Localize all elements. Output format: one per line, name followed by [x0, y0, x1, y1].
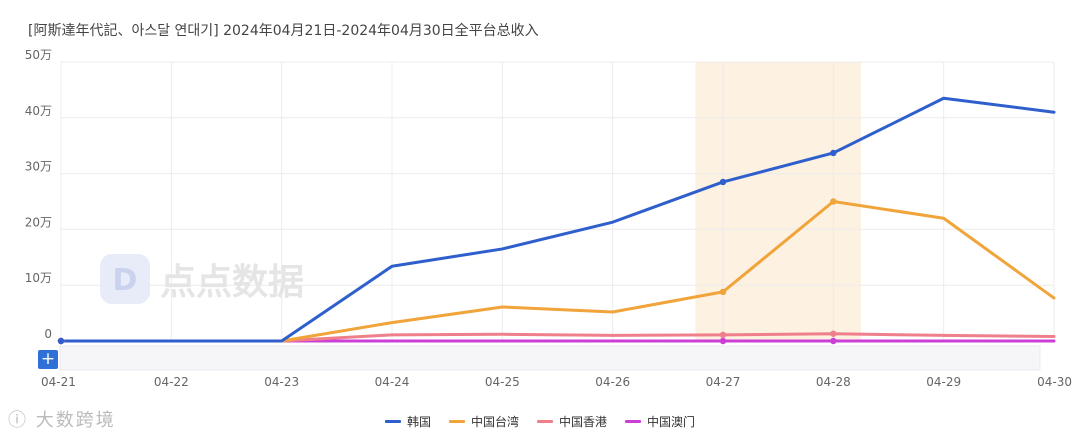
x-tick-label: 04-29 [926, 375, 961, 389]
data-point [830, 337, 837, 345]
y-tick-label: 50万 [25, 48, 52, 62]
watermark-logo-icon: D [100, 254, 150, 304]
watermark-text: 点点数据 [160, 262, 304, 303]
legend-swatch [384, 420, 401, 423]
brand-watermark-icon: ⓘ [8, 410, 28, 431]
data-point [719, 337, 727, 345]
legend-item[interactable]: 中国台湾 [448, 413, 519, 430]
legend-swatch [625, 420, 642, 423]
legend-label: 韩国 [406, 415, 431, 429]
x-tick-label: 04-23 [264, 375, 299, 389]
legend-item[interactable]: 中国香港 [537, 413, 607, 430]
brand-watermark-text: 大数跨境 [35, 410, 116, 431]
data-point [830, 149, 837, 157]
zoom-slider-track[interactable] [59, 345, 1041, 371]
series-line [59, 96, 1056, 343]
legend-swatch [537, 420, 553, 423]
legend-item[interactable]: 中国澳门 [625, 413, 695, 430]
x-tick-label: 04-28 [816, 375, 851, 389]
x-tick-label: 04-24 [375, 375, 410, 389]
y-tick-label: 10万 [25, 271, 52, 285]
x-tick-label: 04-22 [154, 375, 189, 389]
legend-label: 中国台湾 [470, 415, 519, 429]
legend-item[interactable]: 韩国 [384, 413, 431, 430]
line-chart: D 点点数据 0 10万 20万 30万 40万 50万 04-21 04-22 04-23 04… [25, 48, 1072, 389]
brand-watermark: ⓘ 大数跨境 [8, 406, 116, 432]
y-tick-label: 30万 [25, 160, 52, 174]
legend-swatch [448, 420, 465, 423]
x-tick-label: 04-26 [595, 375, 630, 389]
legend-label: 中国澳门 [647, 415, 696, 429]
chart-title: [阿斯達年代記、아스달 연대기] 2024年04月21日-2024年04月30日… [28, 23, 539, 39]
y-tick-label: 0 [44, 327, 52, 341]
data-point [830, 198, 837, 205]
x-tick-label: 04-27 [706, 375, 741, 389]
svg-text:D: D [113, 263, 138, 298]
add-button[interactable]: + [38, 350, 58, 369]
data-point [57, 337, 65, 345]
y-tick-label: 40万 [25, 104, 52, 118]
x-tick-label: 04-25 [485, 375, 520, 389]
x-tick-label: 04-21 [41, 375, 76, 389]
y-tick-label: 20万 [25, 215, 52, 229]
data-point [719, 178, 727, 186]
legend-label: 中国香港 [559, 415, 608, 429]
watermark-layer: D 点点数据 [100, 254, 304, 304]
series-layer [57, 96, 1056, 345]
data-point [830, 330, 837, 337]
data-point [719, 331, 727, 339]
x-tick-label: 04-30 [1037, 375, 1072, 389]
axis-layer: 0 10万 20万 30万 40万 50万 04-21 04-22 04-23 04-24 04-2… [25, 48, 1072, 389]
data-point [719, 288, 727, 296]
legend: 韩国 中国台湾 中国香港 中国澳门 [0, 412, 1080, 430]
